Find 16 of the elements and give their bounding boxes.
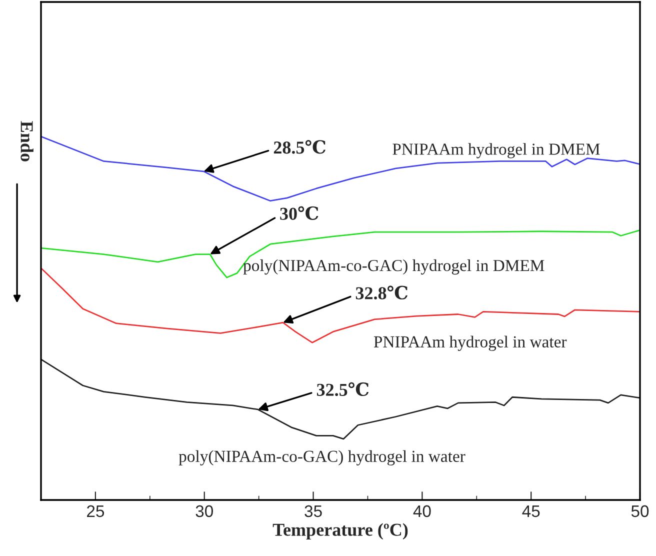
x-tick-label: 25 — [87, 505, 104, 518]
y-axis-title: Endo — [20, 121, 34, 162]
annotation: 32.8℃ — [356, 286, 408, 300]
x-axis-title: Temperature (ºC) — [272, 523, 408, 540]
x-tick-label: 40 — [413, 505, 431, 518]
series-label: poly(NIPAAm-co-GAC) hydrogel in DMEM — [243, 259, 544, 275]
annotation: 30℃ — [280, 206, 318, 220]
annotation: 32.5℃ — [316, 382, 369, 396]
x-tick-label: 30 — [196, 505, 213, 518]
series-label: poly(NIPAAm-co-GAC) hydrogel in water — [178, 450, 466, 466]
x-tick-label: 45 — [522, 505, 540, 518]
x-tick-label: 35 — [304, 505, 322, 518]
series-label: PNIPAAm hydrogel in water — [374, 336, 567, 351]
x-tick-label: 50 — [631, 505, 649, 518]
annotation: 28.5℃ — [274, 140, 326, 154]
series-label: PNIPAAm hydrogel in DMEM — [392, 143, 600, 158]
